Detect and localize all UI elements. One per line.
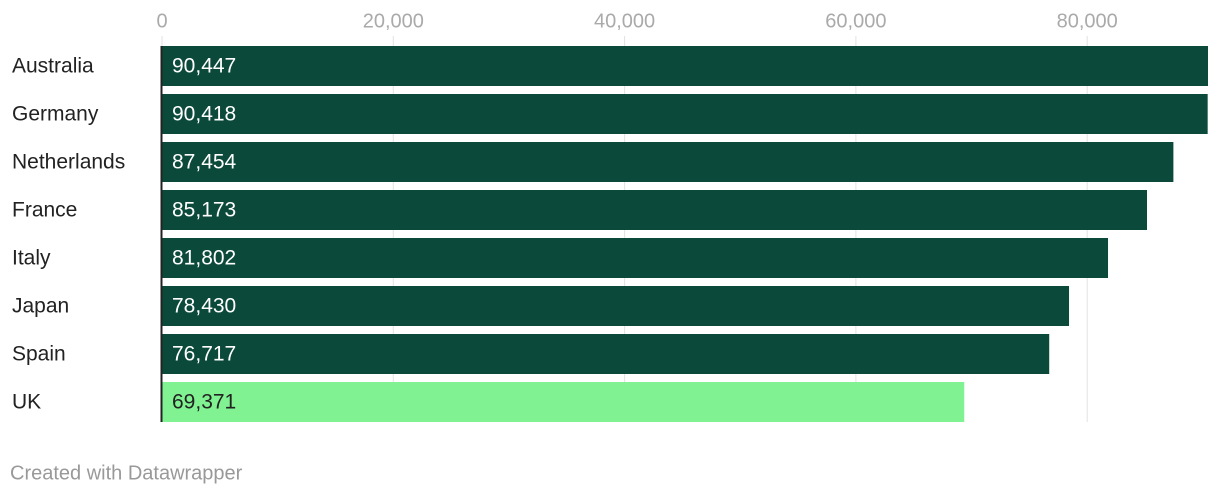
x-tick-label: 0 bbox=[156, 10, 167, 32]
bar bbox=[162, 142, 1174, 182]
bar bbox=[162, 334, 1050, 374]
y-tick-label: Japan bbox=[12, 295, 69, 318]
value-label: 69,371 bbox=[172, 391, 236, 414]
y-tick-label: Spain bbox=[12, 343, 66, 366]
bar bbox=[162, 46, 1208, 86]
x-tick-label: 40,000 bbox=[594, 10, 655, 32]
bar bbox=[162, 286, 1070, 326]
bar bbox=[162, 190, 1148, 230]
value-label: 78,430 bbox=[172, 295, 236, 318]
y-tick-label: Netherlands bbox=[12, 151, 125, 174]
y-tick-label: UK bbox=[12, 391, 41, 414]
credit: Created with Datawrapper bbox=[10, 462, 243, 484]
bar bbox=[162, 382, 965, 422]
bar bbox=[162, 238, 1109, 278]
value-label: 87,454 bbox=[172, 151, 237, 174]
bar bbox=[162, 94, 1208, 134]
value-label: 90,447 bbox=[172, 55, 236, 78]
x-tick-label: 80,000 bbox=[1057, 10, 1118, 32]
y-tick-label: France bbox=[12, 199, 77, 222]
value-label: 76,717 bbox=[172, 343, 236, 366]
y-tick-label: Italy bbox=[12, 247, 51, 270]
x-tick-label: 20,000 bbox=[363, 10, 424, 32]
value-label: 90,418 bbox=[172, 103, 236, 126]
y-tick-label: Australia bbox=[12, 55, 94, 78]
value-label: 81,802 bbox=[172, 247, 236, 270]
y-tick-label: Germany bbox=[12, 103, 99, 126]
x-tick-label: 60,000 bbox=[825, 10, 886, 32]
value-label: 85,173 bbox=[172, 199, 236, 222]
